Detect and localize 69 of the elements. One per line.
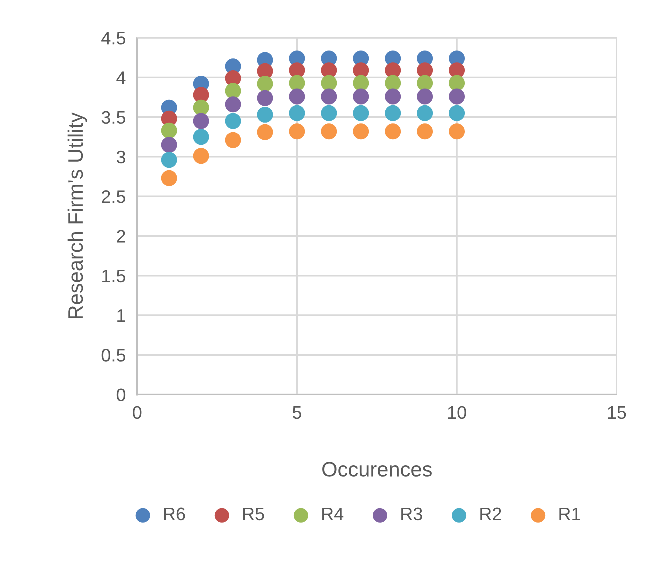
point bbox=[353, 105, 370, 122]
point bbox=[353, 62, 370, 79]
point bbox=[225, 83, 242, 100]
point bbox=[321, 124, 338, 140]
y-tick-label: 0 bbox=[116, 388, 126, 402]
point bbox=[385, 105, 402, 122]
point bbox=[321, 105, 338, 122]
point bbox=[353, 88, 370, 105]
y-tick-label: 3 bbox=[116, 150, 126, 164]
point bbox=[225, 132, 242, 148]
point bbox=[385, 75, 402, 92]
x-tick-label: 15 bbox=[608, 406, 626, 420]
point bbox=[385, 88, 402, 105]
legend-label: R1 bbox=[560, 508, 580, 520]
point bbox=[449, 105, 466, 122]
point bbox=[257, 90, 274, 106]
point bbox=[353, 75, 370, 92]
point bbox=[417, 124, 434, 140]
y-axis-title: Research Firm's Utility bbox=[68, 112, 88, 319]
point bbox=[161, 152, 178, 168]
y-tick-label: 0.5 bbox=[102, 349, 126, 362]
point bbox=[417, 62, 434, 79]
point bbox=[385, 62, 402, 79]
y-tick-label: 2 bbox=[117, 230, 126, 243]
point bbox=[289, 124, 306, 140]
point bbox=[321, 88, 338, 105]
point bbox=[225, 113, 242, 130]
point bbox=[257, 106, 274, 123]
point bbox=[193, 87, 210, 104]
point bbox=[449, 88, 466, 105]
point bbox=[449, 75, 466, 92]
point bbox=[193, 113, 210, 130]
point bbox=[417, 88, 434, 105]
point bbox=[289, 75, 306, 92]
point bbox=[161, 137, 178, 154]
point bbox=[289, 88, 306, 105]
point bbox=[417, 75, 434, 92]
point bbox=[257, 124, 274, 140]
point bbox=[193, 129, 210, 146]
point bbox=[417, 105, 434, 122]
legend-label: R2 bbox=[480, 508, 502, 520]
point bbox=[321, 62, 338, 79]
point bbox=[161, 170, 178, 186]
x-axis-title: Occurences bbox=[322, 462, 432, 477]
y-tick-label: 1 bbox=[118, 310, 126, 322]
legend-label: R4 bbox=[322, 508, 344, 520]
y-tick-label: 1.5 bbox=[102, 270, 126, 283]
point bbox=[193, 148, 210, 164]
x-tick-label: 0 bbox=[133, 406, 142, 420]
y-tick-label: 3.5 bbox=[102, 111, 126, 124]
point bbox=[289, 105, 306, 122]
point bbox=[449, 62, 466, 79]
point bbox=[385, 124, 402, 140]
legend-label: R5 bbox=[243, 508, 264, 521]
point bbox=[353, 124, 370, 140]
point bbox=[193, 100, 210, 116]
point bbox=[161, 122, 178, 139]
x-tick-label: 5 bbox=[292, 406, 302, 420]
y-tick-label: 4.5 bbox=[102, 32, 126, 45]
point bbox=[321, 75, 338, 92]
legend-label: R6 bbox=[164, 508, 186, 521]
legend-label: R3 bbox=[402, 508, 422, 521]
point bbox=[449, 124, 466, 140]
point bbox=[289, 62, 306, 79]
x-tick-label: 10 bbox=[448, 406, 466, 420]
y-tick-label: 2.5 bbox=[102, 190, 126, 204]
point bbox=[225, 96, 242, 113]
y-tick-label: 4 bbox=[116, 72, 126, 84]
point bbox=[257, 76, 274, 92]
